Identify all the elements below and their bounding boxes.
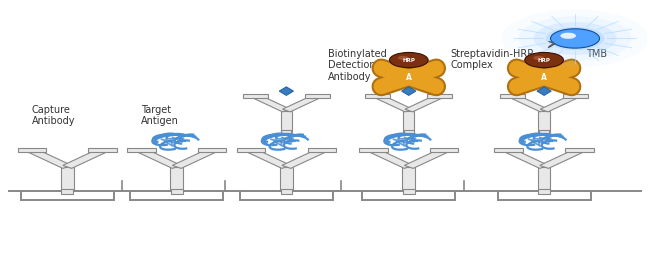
Polygon shape [404, 129, 414, 134]
Polygon shape [539, 129, 549, 134]
Polygon shape [307, 148, 336, 152]
Polygon shape [538, 110, 550, 132]
Circle shape [525, 53, 564, 68]
Text: Biotinylated
Detection
Antibody: Biotinylated Detection Antibody [328, 49, 387, 82]
Circle shape [398, 56, 409, 60]
Polygon shape [540, 149, 584, 168]
Circle shape [533, 56, 544, 60]
Polygon shape [404, 149, 448, 168]
Circle shape [502, 9, 649, 67]
Text: Streptavidin-HRP
Complex: Streptavidin-HRP Complex [450, 49, 534, 70]
Polygon shape [246, 149, 291, 168]
Polygon shape [281, 129, 291, 134]
Polygon shape [509, 95, 548, 112]
Polygon shape [27, 149, 72, 168]
Polygon shape [198, 148, 226, 152]
Polygon shape [237, 148, 265, 152]
Polygon shape [538, 188, 550, 194]
Text: HRP: HRP [538, 57, 551, 63]
Circle shape [560, 33, 576, 39]
Polygon shape [280, 87, 293, 95]
Polygon shape [88, 148, 117, 152]
Text: TMB: TMB [586, 49, 607, 58]
Polygon shape [282, 149, 326, 168]
Polygon shape [538, 167, 551, 191]
Circle shape [545, 27, 605, 50]
Polygon shape [537, 87, 551, 95]
Polygon shape [428, 94, 452, 98]
Polygon shape [172, 149, 216, 168]
Circle shape [389, 53, 428, 68]
Circle shape [407, 90, 411, 92]
Polygon shape [252, 95, 291, 112]
Polygon shape [563, 94, 588, 98]
Polygon shape [305, 94, 330, 98]
Polygon shape [61, 167, 73, 191]
Polygon shape [281, 110, 292, 132]
Polygon shape [137, 149, 181, 168]
Polygon shape [504, 149, 549, 168]
Polygon shape [171, 188, 183, 194]
Polygon shape [430, 148, 458, 152]
Polygon shape [283, 95, 321, 112]
Text: Capture
Antibody: Capture Antibody [32, 105, 75, 126]
Polygon shape [402, 167, 415, 191]
Polygon shape [281, 188, 292, 194]
Polygon shape [566, 148, 593, 152]
Polygon shape [402, 87, 416, 95]
Polygon shape [495, 148, 523, 152]
Polygon shape [170, 167, 183, 191]
Polygon shape [63, 149, 107, 168]
Polygon shape [500, 94, 525, 98]
Polygon shape [403, 110, 415, 132]
Circle shape [534, 22, 617, 55]
Polygon shape [127, 148, 155, 152]
Polygon shape [359, 148, 387, 152]
Circle shape [284, 90, 289, 92]
Polygon shape [365, 94, 390, 98]
Text: HRP: HRP [402, 57, 415, 63]
Polygon shape [540, 95, 579, 112]
Text: A: A [406, 73, 411, 82]
Polygon shape [403, 188, 415, 194]
Polygon shape [242, 94, 268, 98]
Polygon shape [374, 95, 413, 112]
Polygon shape [18, 148, 46, 152]
Text: Target
Antigen: Target Antigen [141, 105, 179, 126]
Polygon shape [405, 95, 444, 112]
Circle shape [542, 90, 546, 92]
Polygon shape [280, 167, 292, 191]
Polygon shape [61, 188, 73, 194]
Circle shape [519, 16, 631, 61]
Text: A: A [541, 73, 547, 82]
Circle shape [551, 29, 599, 48]
Polygon shape [369, 149, 413, 168]
